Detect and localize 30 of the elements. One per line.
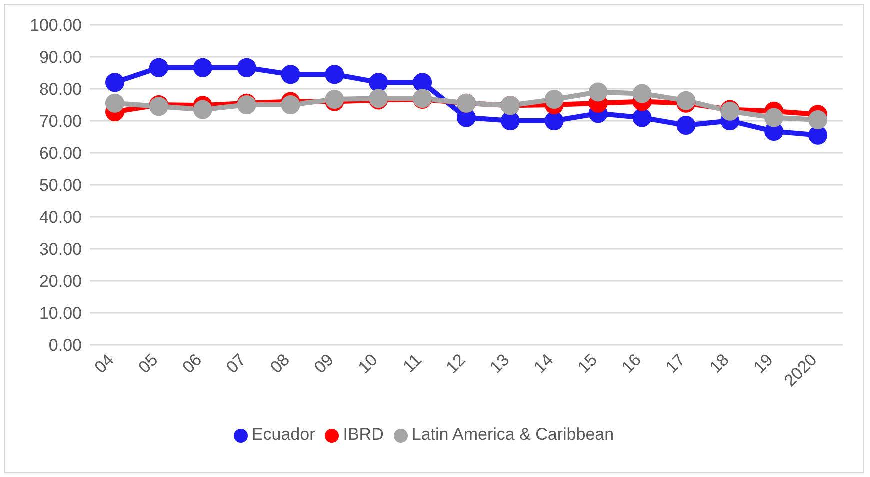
x-tick-label: 06 [178, 350, 206, 378]
y-tick-label: 0.00 [48, 336, 82, 356]
x-tick-label: 09 [310, 350, 338, 378]
y-tick-label: 90.00 [39, 48, 82, 68]
y-tick-label: 80.00 [39, 80, 82, 100]
y-tick-label: 40.00 [39, 208, 82, 228]
legend-label: IBRD [343, 425, 384, 444]
y-tick-label: 30.00 [39, 240, 82, 260]
y-tick-label: 60.00 [39, 144, 82, 164]
x-tick-label: 11 [399, 350, 426, 376]
y-tick-label: 100.00 [30, 16, 82, 36]
y-tick-label: 50.00 [39, 176, 82, 196]
x-tick-label: 07 [222, 350, 250, 378]
y-tick-label: 20.00 [39, 272, 82, 292]
y-tick-label: 10.00 [39, 304, 82, 324]
x-tick-label: 19 [750, 350, 777, 378]
x-tick-label: 17 [662, 350, 690, 378]
x-tick-label: 05 [134, 350, 162, 378]
legend-label: Ecuador [252, 425, 316, 444]
x-tick-label: 18 [706, 350, 733, 378]
x-tick-label: 10 [354, 350, 382, 378]
x-tick-label: 08 [266, 350, 294, 378]
x-tick-label: 04 [91, 350, 118, 378]
x-tick-label: 14 [530, 350, 558, 378]
x-tick-label: 12 [442, 350, 470, 378]
x-tick-label: 15 [574, 350, 602, 378]
x-tick-label: 13 [486, 350, 514, 378]
legend-label: Latin America & Caribbean [412, 425, 614, 444]
x-tick-label: 16 [618, 350, 646, 378]
y-tick-label: 70.00 [39, 112, 82, 132]
